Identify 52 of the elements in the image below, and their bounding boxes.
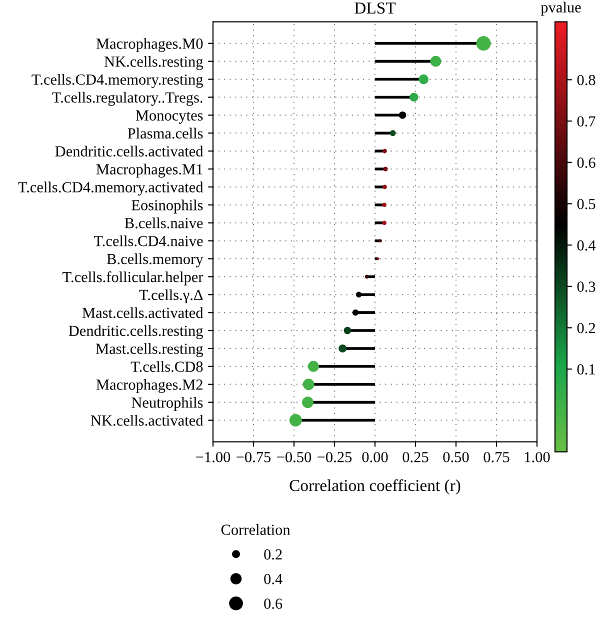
legend-label: 0.4: [264, 574, 282, 584]
y-tick-label: NK.cells.resting: [104, 56, 203, 70]
y-tick-label: Monocytes: [136, 110, 203, 124]
y-tick-label: Macrophages.M2: [96, 379, 202, 393]
color-bar-label: 0.4: [577, 240, 596, 251]
point: [338, 344, 347, 352]
y-tick-label: Mast.cells.resting: [96, 343, 203, 358]
x-tick-label: 0.50: [443, 452, 469, 462]
y-tick-label: T.cells.CD8: [130, 361, 203, 372]
y-tick-label: T.cells.γ.Δ: [139, 289, 203, 304]
x-tick-label: 0.25: [402, 452, 428, 462]
x-tick-label: 0.75: [484, 452, 510, 462]
y-tick-label: Macrophages.M0: [96, 38, 203, 52]
color-bar-label: 0.1: [577, 364, 595, 375]
y-tick-label: Eosinophils: [132, 200, 203, 214]
color-bar-title: pvalue: [540, 2, 581, 16]
color-bar-label: 0.2: [577, 322, 595, 334]
y-tick-label: Dendritic.cells.resting: [68, 325, 203, 340]
point: [390, 130, 396, 136]
legend-label: 0.2: [264, 549, 282, 560]
color-bar-label: 0.6: [577, 158, 596, 168]
y-tick-label: T.cells.regulatory..Tregs.: [52, 92, 202, 106]
x-tick-label: −0.75: [236, 452, 271, 462]
point: [356, 292, 362, 298]
color-bar-label: 0.8: [577, 74, 596, 86]
y-tick-label: NK.cells.activated: [90, 414, 204, 426]
y-tick-label: T.cells.CD4.naive: [94, 235, 203, 246]
x-tick-label: 1.00: [524, 452, 550, 462]
point: [398, 111, 406, 119]
y-tick-label: Mast.cells.activated: [82, 307, 204, 318]
y-tick-label: Neutrophils: [132, 397, 203, 411]
y-tick-label: Dendritic.cells.activated: [55, 146, 204, 157]
chart-title: DLST: [354, 2, 396, 14]
x-tick-label: −1.00: [196, 452, 230, 462]
x-axis-title: Correlation coefficient (r): [290, 479, 460, 495]
point: [352, 309, 359, 316]
y-tick-label: B.cells.naive: [124, 218, 203, 228]
y-tick-label: T.cells.CD4.memory.activated: [18, 182, 204, 196]
color-bar-label: 0.5: [577, 198, 596, 210]
legend-title: Correlation: [221, 524, 290, 535]
y-tick-label: T.cells.CD4.memory.resting: [32, 74, 203, 88]
x-tick-label: −0.25: [318, 452, 352, 462]
legend-label: 0.6: [264, 598, 282, 609]
x-tick-label: 0.00: [362, 452, 388, 462]
y-tick-label: B.cells.memory: [106, 253, 204, 268]
color-bar-label: 0.3: [577, 282, 596, 292]
y-tick-label: Plasma.cells: [128, 128, 203, 139]
point: [344, 326, 352, 334]
color-bar-label: 0.7: [577, 116, 596, 127]
y-tick-label: T.cells.follicular.helper: [62, 271, 204, 286]
x-tick-label: −0.50: [277, 452, 312, 462]
y-tick-label: Macrophages.M1: [96, 164, 202, 178]
